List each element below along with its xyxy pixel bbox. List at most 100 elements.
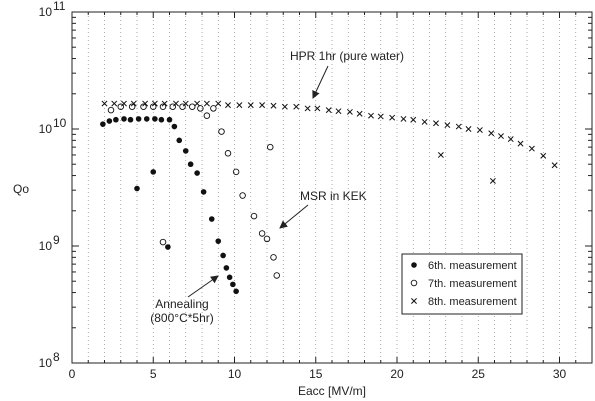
data-point bbox=[165, 244, 171, 250]
data-point bbox=[465, 126, 472, 132]
data-point bbox=[259, 102, 266, 109]
data-point bbox=[281, 103, 288, 110]
legend-markers bbox=[410, 262, 418, 304]
data-point bbox=[325, 107, 332, 114]
data-point bbox=[230, 281, 236, 288]
data-point bbox=[187, 161, 194, 168]
data-point bbox=[127, 116, 134, 123]
data-point bbox=[169, 103, 176, 110]
data-point bbox=[203, 100, 210, 107]
data-point bbox=[176, 137, 183, 144]
annotation-annealing-arrow bbox=[187, 275, 219, 298]
data-point bbox=[140, 103, 147, 110]
data-point bbox=[182, 148, 189, 154]
data-point bbox=[250, 212, 258, 220]
data-point bbox=[421, 118, 428, 125]
data-point bbox=[197, 105, 204, 112]
series-7th bbox=[107, 103, 281, 279]
annotation-hpr-text: HPR 1hr (pure water) bbox=[290, 49, 404, 63]
data-point bbox=[517, 140, 524, 147]
data-point bbox=[106, 118, 113, 124]
data-point bbox=[389, 114, 396, 121]
data-point bbox=[273, 272, 281, 279]
data-point bbox=[267, 143, 274, 151]
data-point bbox=[121, 100, 127, 107]
x-tick-label: 25 bbox=[472, 367, 486, 381]
data-point bbox=[188, 103, 196, 110]
x-tick-label: 30 bbox=[553, 367, 567, 381]
data-point bbox=[304, 105, 311, 112]
data-point bbox=[258, 230, 266, 237]
data-point bbox=[158, 116, 165, 123]
data-point bbox=[377, 113, 384, 120]
x-tick-label: 15 bbox=[309, 367, 323, 381]
data-point bbox=[270, 102, 277, 109]
annotation-annealing-text2: (800°C*5hr) bbox=[150, 311, 214, 325]
data-point bbox=[111, 100, 118, 107]
data-point bbox=[210, 105, 217, 112]
data-point bbox=[226, 274, 233, 281]
data-point bbox=[215, 100, 222, 107]
data-point bbox=[121, 116, 127, 122]
data-point bbox=[130, 100, 137, 107]
data-point bbox=[507, 136, 514, 143]
data-point bbox=[400, 115, 407, 122]
legend-marker bbox=[410, 279, 418, 287]
data-point bbox=[159, 238, 167, 246]
data-point bbox=[270, 254, 277, 261]
data-point bbox=[455, 123, 462, 130]
data-point bbox=[551, 162, 558, 169]
axis-ticks bbox=[71, 11, 593, 364]
data-point bbox=[151, 100, 158, 107]
data-point bbox=[368, 112, 374, 119]
legend-label-6th: 6th. measurement bbox=[428, 260, 517, 272]
data-point bbox=[528, 145, 535, 152]
data-point bbox=[540, 152, 547, 159]
data-point bbox=[161, 100, 168, 107]
legend-marker bbox=[411, 298, 417, 304]
series-8th bbox=[101, 100, 558, 184]
data-point bbox=[150, 169, 157, 175]
legend-label-8th: 8th. measurement bbox=[428, 296, 517, 308]
data-point bbox=[233, 288, 239, 295]
annotation-msr: MSR in KEK bbox=[279, 189, 367, 229]
legend-label-7th: 7th. measurement bbox=[428, 278, 517, 290]
annotation-msr-text: MSR in KEK bbox=[300, 189, 367, 203]
data-point bbox=[220, 252, 226, 259]
data-point bbox=[232, 168, 240, 176]
annotation-hpr: HPR 1hr (pure water) bbox=[290, 49, 404, 99]
data-point bbox=[215, 238, 222, 244]
data-point bbox=[113, 116, 119, 123]
data-point bbox=[346, 108, 353, 115]
data-point bbox=[489, 177, 496, 184]
annotation-msr-arrow bbox=[279, 204, 309, 229]
data-point bbox=[107, 106, 115, 114]
series-6th bbox=[100, 116, 239, 295]
y-tick-label: 10 bbox=[39, 5, 53, 19]
data-point bbox=[224, 150, 232, 157]
data-point bbox=[203, 112, 211, 119]
legend-box bbox=[401, 253, 523, 315]
data-point bbox=[247, 102, 254, 109]
data-point bbox=[225, 102, 231, 109]
data-point bbox=[293, 103, 300, 110]
data-point bbox=[166, 116, 173, 123]
data-point bbox=[437, 152, 444, 158]
data-point bbox=[239, 192, 246, 199]
x-tick-label: 5 bbox=[150, 367, 157, 381]
data-point bbox=[128, 103, 136, 110]
data-point bbox=[101, 100, 108, 107]
y-tick-exponent: 10 bbox=[53, 116, 67, 130]
x-tick-label: 0 bbox=[69, 367, 76, 381]
data-point bbox=[410, 116, 417, 123]
legend-marker bbox=[411, 262, 417, 268]
data-point bbox=[314, 105, 321, 112]
x-tick-labels: 0 5 10 15 20 25 30 bbox=[69, 367, 567, 381]
data-point bbox=[134, 185, 140, 192]
data-point bbox=[135, 116, 142, 122]
annotation-annealing-text: Annealing bbox=[155, 297, 208, 311]
data-point bbox=[143, 116, 150, 122]
y-axis-label: Qo bbox=[13, 182, 29, 196]
